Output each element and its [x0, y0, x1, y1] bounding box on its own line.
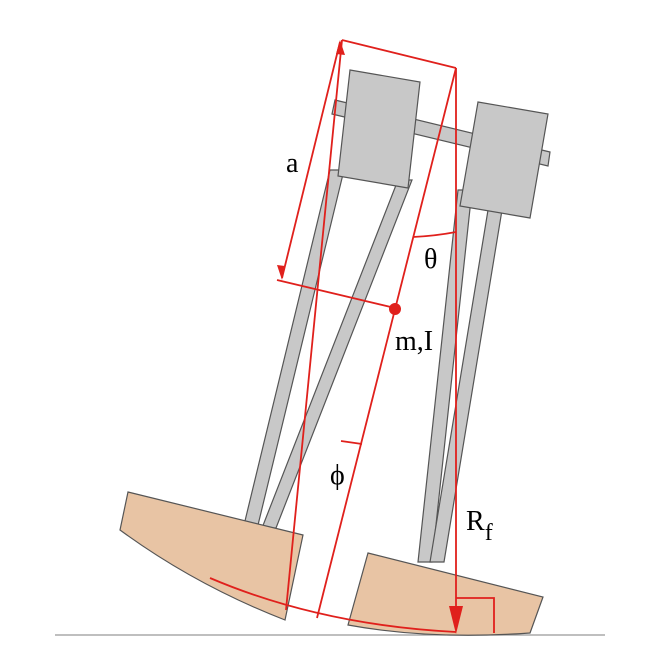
rf-arrowhead: [449, 606, 463, 634]
axis-line-center: [316, 67, 457, 619]
a-arrow-top: [336, 40, 345, 55]
right-angle-marker: [456, 597, 495, 633]
right-foot: [347, 552, 544, 636]
label-mass: m,I: [395, 326, 433, 357]
axis-line-left: [285, 39, 343, 611]
label-a: a: [286, 148, 299, 179]
label-radius-sub: f: [485, 520, 493, 546]
a-extension-bottom: [276, 279, 396, 309]
a-arrow-bottom: [277, 265, 285, 280]
left-top-block: [337, 69, 421, 189]
left-foot: [119, 491, 304, 621]
label-radius-main: R: [466, 506, 485, 537]
a-dimension-line: [281, 41, 341, 279]
center-of-mass-dot: [389, 303, 401, 315]
rolling-arc: [209, 577, 457, 633]
label-theta: θ: [424, 244, 437, 275]
top-cap-line: [341, 39, 457, 69]
theta-arc: [412, 231, 457, 238]
right-top-block: [459, 101, 549, 219]
label-radius: Rf: [466, 506, 493, 546]
label-phi: ϕ: [330, 460, 345, 491]
phi-tick: [340, 440, 363, 445]
annotations: [209, 39, 495, 633]
